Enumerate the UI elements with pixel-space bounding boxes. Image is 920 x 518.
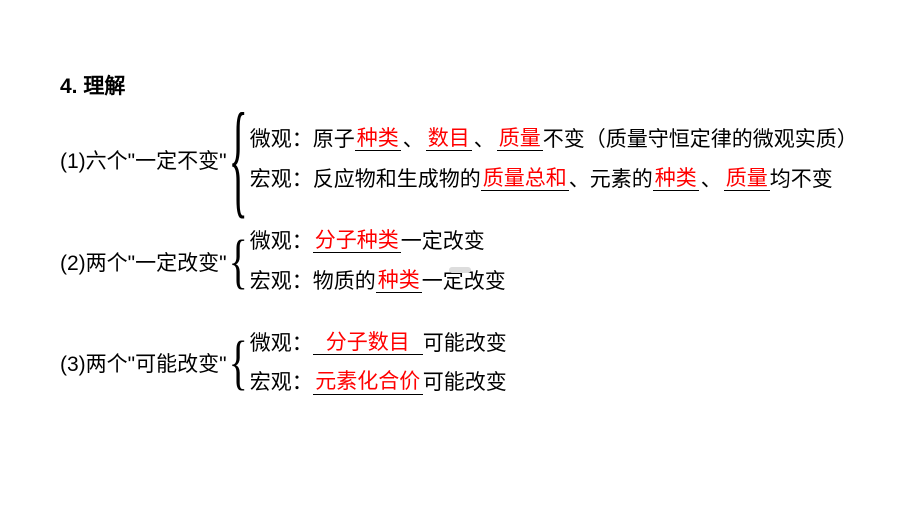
text: 、 (474, 128, 495, 151)
blank-fill: 分子数目 (313, 331, 423, 355)
section-3: (3)两个"可能改变" { 微观：分子数目可能改变 宏观：元素化合价可能改变 (60, 324, 860, 404)
blank-fill: 种类 (376, 269, 422, 293)
section-2-content: 微观：分子种类一定改变 宏观：物质的种类一定改变 (250, 222, 506, 302)
bracket-icon: { (229, 232, 248, 292)
section-3-macro: 宏观：元素化合价可能改变 (250, 363, 507, 403)
bracket-icon: { (229, 333, 248, 393)
page-indicator-icon (449, 267, 471, 273)
text: 微观：原子 (250, 128, 355, 151)
text: 微观： (250, 230, 313, 253)
blank-fill: 质量 (724, 167, 770, 191)
text: 一定改变 (401, 230, 485, 253)
text: 宏观： (250, 371, 313, 394)
section-1-micro: 微观：原子种类、数目、质量不变（质量守恒定律的微观实质） (250, 120, 858, 160)
text: 宏观：反应物和生成物的 (250, 168, 481, 191)
blank-fill: 种类 (653, 167, 699, 191)
section-2-label: (2)两个"一定改变" (60, 247, 227, 277)
blank-fill: 数目 (426, 127, 472, 151)
section-3-label: (3)两个"可能改变" (60, 348, 227, 378)
text: 、 (403, 128, 424, 151)
text: 不变（质量守恒定律的微观实质） (543, 128, 858, 151)
blank-fill: 质量 (497, 127, 543, 151)
text: 可能改变 (423, 332, 507, 355)
blank-fill: 元素化合价 (313, 370, 423, 394)
section-2: (2)两个"一定改变" { 微观：分子种类一定改变 宏观：物质的种类一定改变 (60, 222, 860, 302)
section-heading: 4. 理解 (60, 70, 860, 100)
section-2-micro: 微观：分子种类一定改变 (250, 222, 506, 262)
text: 一定改变 (422, 270, 506, 293)
blank-fill: 质量总和 (481, 167, 569, 191)
section-3-content: 微观：分子数目可能改变 宏观：元素化合价可能改变 (250, 324, 507, 404)
text: 均不变 (770, 168, 833, 191)
text: 宏观：物质的 (250, 270, 376, 293)
section-1-content: 微观：原子种类、数目、质量不变（质量守恒定律的微观实质） 宏观：反应物和生成物的… (250, 120, 858, 200)
section-3-micro: 微观：分子数目可能改变 (250, 324, 507, 364)
blank-fill: 分子种类 (313, 229, 401, 253)
section-1: (1)六个"一定不变" { 微观：原子种类、数目、质量不变（质量守恒定律的微观实… (60, 120, 860, 200)
text: 微观： (250, 332, 313, 355)
text: 可能改变 (423, 371, 507, 394)
section-1-label: (1)六个"一定不变" (60, 145, 227, 175)
section-1-macro: 宏观：反应物和生成物的质量总和、元素的种类、质量均不变 (250, 160, 858, 200)
text: 、元素的 (569, 168, 653, 191)
bracket-icon: { (229, 96, 248, 224)
text: 、 (701, 168, 722, 191)
blank-fill: 种类 (355, 127, 401, 151)
